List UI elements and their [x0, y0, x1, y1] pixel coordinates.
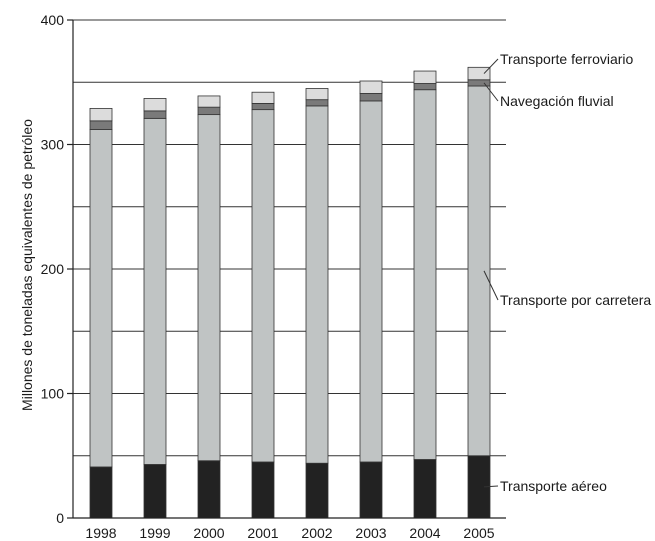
x-tick-label: 2001	[247, 525, 278, 541]
bar-segment	[89, 129, 113, 468]
bar-segment	[305, 88, 329, 101]
leader-line	[483, 58, 499, 74]
bar-segment	[413, 83, 437, 91]
bar-segment	[359, 80, 383, 94]
leader-line	[483, 270, 499, 301]
y-tick-label: 400	[41, 12, 65, 28]
x-tick-label: 2003	[355, 525, 386, 541]
x-axis: 1998 1999 2000 2001 2002 2003 2004 2005	[73, 517, 506, 541]
bar-segment	[305, 462, 329, 519]
bar-segment	[143, 117, 167, 465]
bar-segment	[251, 103, 275, 111]
bar-segment	[359, 100, 383, 463]
series-label: Transporte aéreo	[500, 478, 607, 494]
bar-segment	[89, 120, 113, 130]
bar-segment	[305, 99, 329, 107]
bars	[89, 66, 491, 519]
x-tick-label: 1998	[85, 525, 116, 541]
series-label: Transporte ferroviario	[500, 51, 634, 67]
bar-segment	[143, 98, 167, 112]
x-tick-label: 1999	[139, 525, 170, 541]
y-tick-label: 200	[41, 261, 65, 277]
bar-segment	[251, 109, 275, 463]
bar-segment	[197, 460, 221, 519]
bar-segment	[251, 91, 275, 104]
bar-segment	[305, 105, 329, 464]
bar-segment	[197, 95, 221, 108]
leader-line	[483, 485, 499, 488]
x-tick-label: 2005	[463, 525, 494, 541]
y-tick-label: 100	[41, 386, 65, 402]
bar-segment	[413, 459, 437, 519]
leader-line	[483, 82, 499, 102]
bar-segment	[89, 107, 113, 122]
bar-segment	[143, 110, 167, 119]
y-axis: 0 100 200 300 400	[41, 12, 74, 526]
bar-segment	[467, 79, 491, 87]
bar-segment	[413, 70, 437, 84]
bar-segment	[143, 464, 167, 519]
y-axis-title: Millones de toneladas equivalentes de pe…	[19, 119, 35, 411]
bar-segment	[467, 85, 491, 457]
y-tick-label: 0	[56, 510, 64, 526]
series-label: Transporte por carretera	[500, 292, 651, 308]
bar-segment	[467, 66, 491, 81]
x-tick-label: 2002	[301, 525, 332, 541]
bar-segment	[251, 461, 275, 519]
bar-segment	[359, 93, 383, 102]
grid-lines	[73, 19, 506, 457]
x-tick-label: 2000	[193, 525, 224, 541]
series-labels: Transporte aéreo Transporte por carretera…	[483, 51, 651, 494]
bar-segment	[359, 461, 383, 519]
y-tick-label: 300	[41, 137, 65, 153]
x-tick-label: 2004	[409, 525, 440, 541]
bar-segment	[413, 89, 437, 460]
bar-segment	[197, 106, 221, 116]
bar-segment	[89, 466, 113, 519]
bar-segment	[197, 114, 221, 462]
series-label: Navegación fluvial	[500, 93, 614, 109]
